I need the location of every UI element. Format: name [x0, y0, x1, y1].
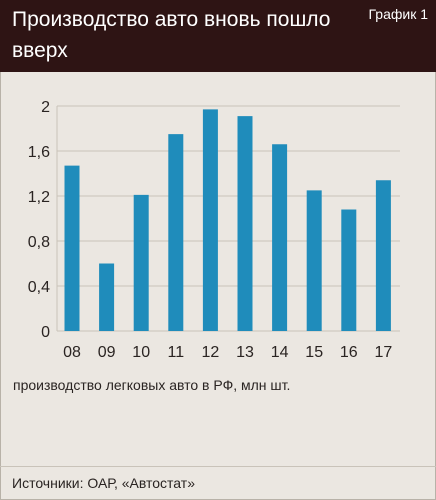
source-note: Источники: ОАР, «Автостат» — [12, 475, 195, 491]
figure-badge: График 1 — [368, 6, 428, 22]
x-tick-label: 11 — [167, 344, 184, 361]
x-tick-label: 10 — [132, 344, 150, 361]
y-tick-label: 0,4 — [28, 279, 50, 296]
y-tick-label: 1,2 — [28, 189, 50, 206]
x-tick-label: 13 — [236, 344, 254, 361]
footer-divider — [0, 466, 436, 467]
x-tick-label: 14 — [271, 344, 289, 361]
bars — [64, 109, 391, 331]
x-tick-label: 09 — [98, 344, 116, 361]
bar-15 — [306, 190, 322, 331]
bar-14 — [272, 144, 288, 331]
bar-chart: 0 0,4 0,8 1,2 1,6 2 08 09 10 11 12 13 14 15 16 17 — [28, 99, 400, 361]
bar-11 — [168, 134, 184, 331]
x-tick-label: 16 — [340, 344, 358, 361]
bar-10 — [133, 194, 149, 331]
x-tick-label: 17 — [375, 344, 393, 361]
y-axis-ticks: 0 0,4 0,8 1,2 1,6 2 — [28, 99, 50, 341]
y-tick-label: 0 — [41, 324, 50, 341]
bar-09 — [99, 263, 115, 331]
chart-title: Производство авто вновь пошло вверх — [12, 8, 331, 62]
chart-header: Производство авто вновь пошло вверх Граф… — [0, 0, 436, 72]
x-tick-label: 12 — [202, 344, 220, 361]
bar-12 — [202, 109, 218, 331]
bar-13 — [237, 116, 253, 331]
unit-caption: производство легковых авто в РФ, млн шт. — [13, 377, 291, 393]
bar-16 — [341, 209, 357, 331]
y-tick-label: 0,8 — [28, 234, 50, 251]
x-tick-label: 08 — [63, 344, 81, 361]
y-tick-label: 1,6 — [28, 144, 50, 161]
x-axis-ticks: 08 09 10 11 12 13 14 15 16 17 — [63, 344, 392, 361]
y-tick-label: 2 — [41, 99, 50, 116]
bar-17 — [375, 180, 391, 331]
x-tick-label: 15 — [305, 344, 323, 361]
bar-08 — [64, 165, 80, 331]
